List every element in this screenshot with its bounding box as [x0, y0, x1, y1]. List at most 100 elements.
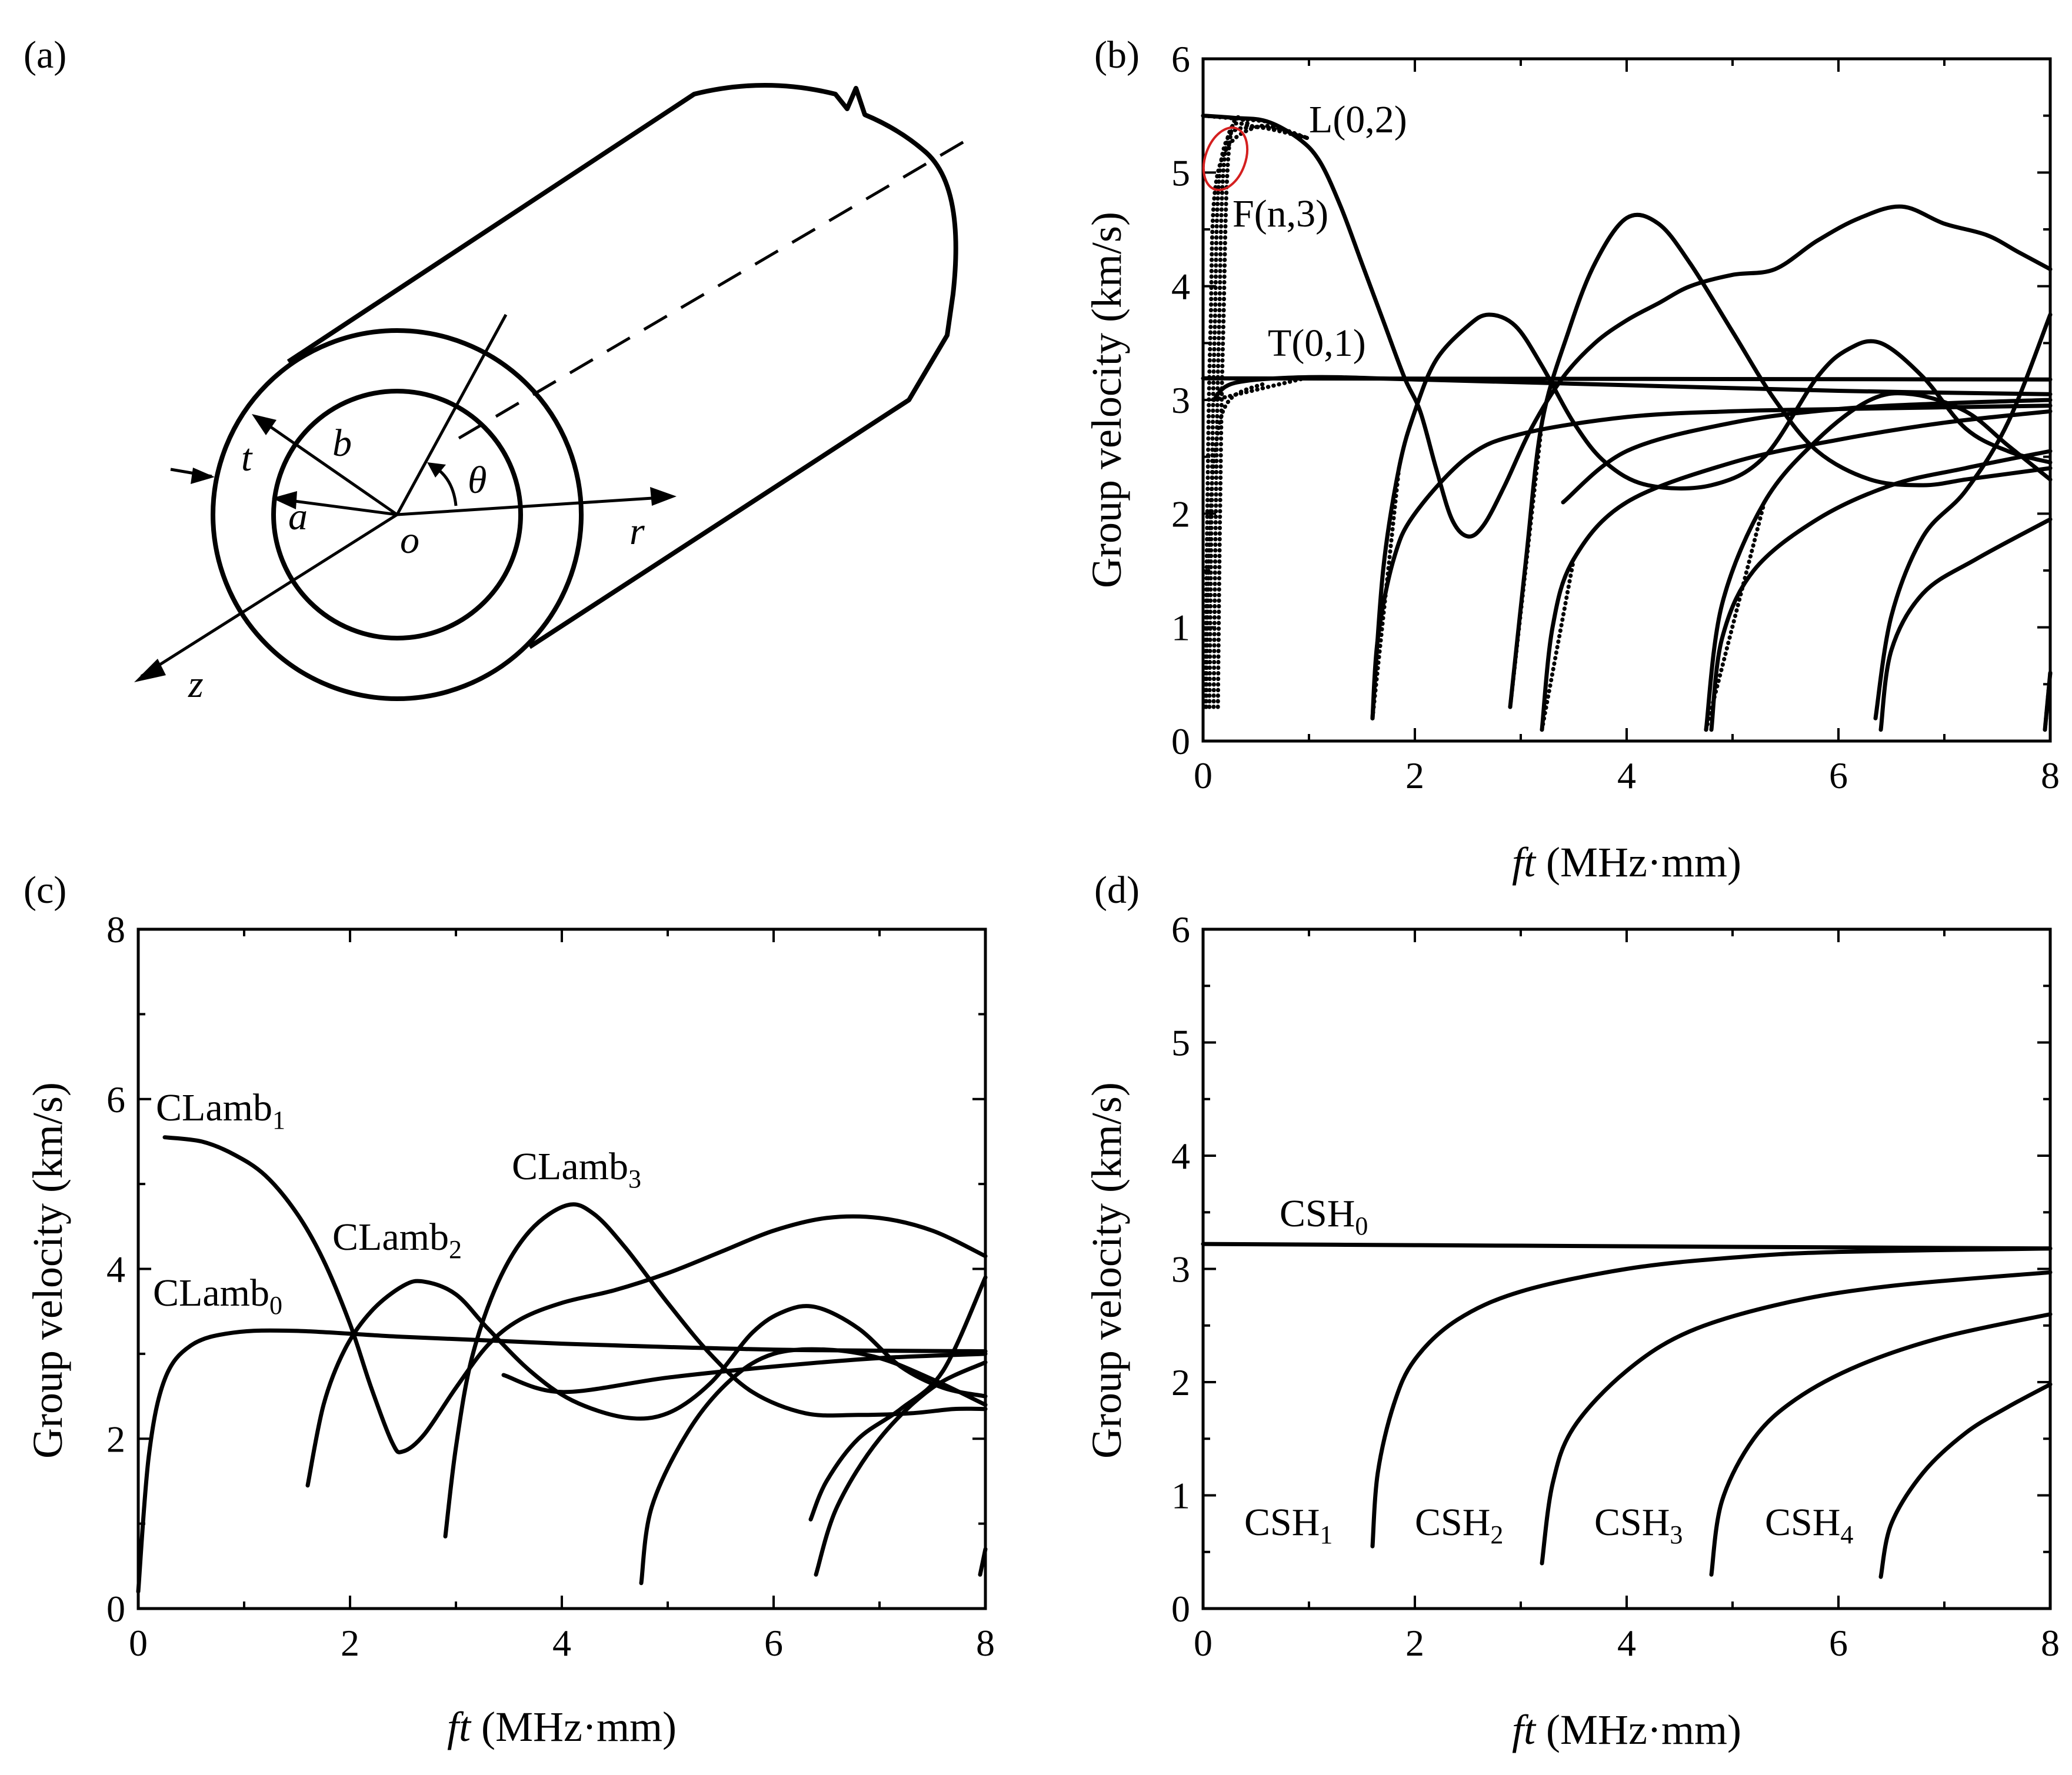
series-fn1-dots [1204, 381, 1269, 709]
annotation-clamb1: CLamb1 [156, 1086, 285, 1135]
panel-b-tick-labels: 0 2 4 6 8 0 1 2 3 4 5 6 [1171, 38, 2060, 796]
annotation-csh0: CSH0 [1280, 1192, 1368, 1240]
panel-c-curves [136, 1135, 988, 1594]
r-axis-line [397, 495, 671, 516]
y-tick-label: 5 [1171, 1022, 1190, 1064]
panel-c-tick-labels: 0 2 4 6 8 0 2 4 6 8 [106, 909, 995, 1664]
annotation-csh1: CSH1 [1244, 1501, 1333, 1549]
x-tick-label: 8 [976, 1622, 995, 1664]
series-mode-7 [1561, 398, 2053, 505]
x-tick-label: 0 [1194, 1622, 1212, 1664]
series-fn3-branch [1215, 115, 1311, 709]
y-tick-label: 2 [1171, 1362, 1190, 1403]
series-csh1 [1370, 1246, 2053, 1549]
panel-b-plot-frame [1201, 57, 2052, 743]
annotation-csh4: CSH4 [1765, 1501, 1853, 1549]
series-mode-9 [1873, 312, 2053, 720]
series-clamb3 [443, 1202, 988, 1539]
series-csh0 [1201, 1242, 2053, 1251]
y-tick-label: 0 [1171, 720, 1190, 762]
y-tick-label: 2 [1171, 493, 1190, 535]
highlight-ellipse [1202, 126, 1249, 191]
annotation-fn3: F(n,3) [1232, 192, 1328, 235]
y-tick-label: 4 [1171, 1135, 1190, 1177]
series-mode-8 [814, 1360, 988, 1577]
symbol-a: a [288, 495, 308, 538]
series-csh3 [1709, 449, 2053, 732]
panel-d-chart: (d) 0 2 4 6 8 0 1 2 3 4 5 6 CSH0 CSH1 CSH2 CSH3 CSH… [1083, 869, 2060, 1753]
x-tick-label: 2 [1405, 1622, 1424, 1664]
series-clamb0 [136, 1328, 988, 1594]
annotation-l02: L(0,2) [1309, 98, 1407, 141]
a-dimension-line [276, 497, 398, 516]
pipe-outline [287, 83, 958, 649]
x-tick-label: 6 [1829, 1622, 1848, 1664]
y-tick-label: 1 [1171, 1475, 1190, 1517]
panel-d-label: (d) [1094, 869, 1140, 912]
panel-b-chart: (b) 0 2 4 6 8 0 1 2 3 4 5 6 L(0,2) F(n,3) T(0,1) ft… [1083, 34, 2060, 886]
panel-d-ylabel: Group velocity (km/s) [1083, 1082, 1130, 1459]
panel-b-label: (b) [1094, 34, 1140, 76]
x-tick-label: 0 [129, 1622, 148, 1664]
r-axis-arrowhead [650, 487, 677, 506]
x-tick-label: 8 [2041, 755, 2060, 796]
annotation-t01: T(0,1) [1268, 322, 1366, 365]
y-tick-label: 0 [1171, 1588, 1190, 1630]
panel-a-diagram: (a) t b a o θ r z [24, 34, 966, 706]
z-axis-arrowhead [134, 659, 166, 682]
series-mode-8 [1704, 391, 2053, 732]
panel-c-ticks [137, 928, 987, 1610]
inner-wall-circle [271, 389, 523, 640]
y-tick-label: 6 [106, 1079, 125, 1120]
b-arrowhead [252, 414, 277, 435]
y-tick-label: 1 [1171, 607, 1190, 649]
x-tick-label: 4 [552, 1622, 571, 1664]
panel-b-ylabel: Group velocity (km/s) [1083, 212, 1130, 588]
series-csh2 [1540, 409, 2053, 732]
x-tick-label: 8 [2041, 1622, 2060, 1664]
symbol-r: r [629, 510, 645, 553]
symbol-theta: θ [468, 459, 487, 502]
panel-b-xlabel: ft (MHz·mm) [1512, 839, 1741, 886]
panel-c-plot-frame [136, 927, 987, 1610]
b-dimension-line [258, 417, 398, 516]
x-tick-label: 2 [1405, 755, 1424, 796]
panel-c-chart: (c) 0 2 4 6 8 0 2 4 6 8 CLamb1 CLamb2 CLamb3 CLam… [24, 869, 995, 1750]
y-tick-label: 3 [1171, 1249, 1190, 1290]
x-tick-label: 4 [1617, 755, 1636, 796]
panel-d-curves [1201, 1242, 2053, 1579]
z-axis-line [140, 513, 398, 678]
annotation-clamb0: CLamb0 [153, 1272, 282, 1320]
series-l-0-2- [1201, 114, 2053, 539]
y-tick-label: 3 [1171, 379, 1190, 421]
series-dots-mode-8 [1704, 500, 1767, 732]
panel-a-label: (a) [24, 34, 66, 76]
theta-arrowhead [427, 462, 446, 478]
series-f-n-1- [1211, 375, 2053, 402]
pipe-centre-axis [458, 139, 966, 440]
panel-b-curves [1201, 114, 2053, 732]
annotation-csh2: CSH2 [1415, 1501, 1503, 1549]
x-tick-label: 6 [1829, 755, 1848, 796]
series-csh3 [1709, 1312, 2053, 1577]
series-dots-l-0-2- [1201, 114, 1269, 124]
series-mode-9 [978, 1547, 988, 1577]
series-dots-mode-10 [2043, 670, 2053, 732]
symbol-o: o [400, 519, 419, 562]
series-clamb3 [1508, 212, 2053, 709]
y-tick-label: 0 [106, 1588, 125, 1630]
panel-d-tick-labels: 0 2 4 6 8 0 1 2 3 4 5 6 [1171, 909, 2060, 1664]
annotation-clamb2: CLamb2 [332, 1216, 462, 1264]
annotation-clamb3: CLamb3 [512, 1145, 641, 1193]
series-mode-6 [639, 1347, 988, 1586]
x-tick-label: 6 [764, 1622, 783, 1664]
t-arrowhead [191, 468, 215, 484]
radius-b-line [395, 313, 508, 516]
series-mode-7 [808, 1275, 988, 1522]
series-csh2 [1540, 1270, 2053, 1566]
panel-d-ticks [1202, 928, 2051, 1610]
series-mode-5 [501, 1352, 988, 1394]
panel-b-ticks [1202, 58, 2051, 742]
panel-c-label: (c) [24, 869, 66, 912]
y-tick-label: 2 [106, 1418, 125, 1460]
